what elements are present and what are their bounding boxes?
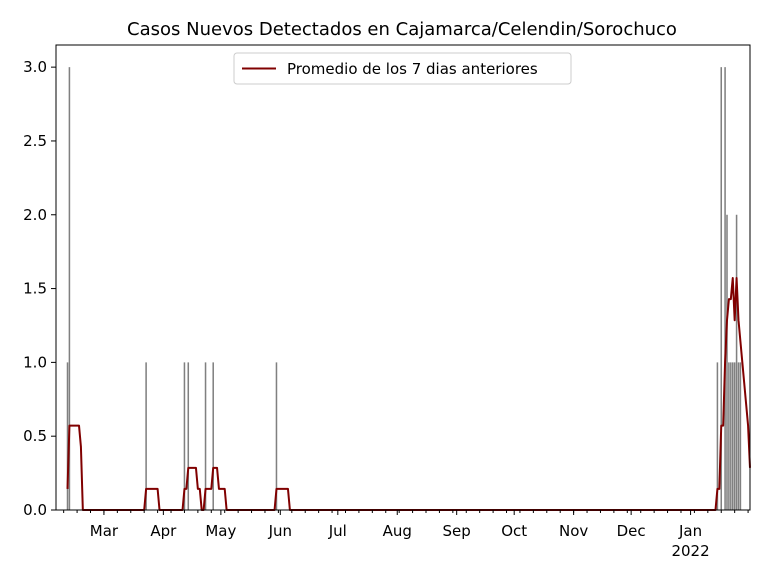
y-tick-label: 2.0 <box>23 206 47 224</box>
y-tick-label: 2.5 <box>23 132 47 150</box>
x-tick-label-dec: Dec <box>617 522 646 540</box>
x-tick-label-jul: Jul <box>328 522 347 540</box>
x-tick-label-jan: Jan <box>678 522 702 540</box>
bar-2022-01-20 <box>726 214 728 510</box>
y-axis: 0.0 0.5 1.0 1.5 2.0 2.5 3.0 <box>23 58 56 519</box>
x-tick-label-aug: Aug <box>383 522 412 540</box>
bar-2022-01-24 <box>733 362 736 510</box>
legend-box <box>233 52 572 85</box>
plot-frame <box>55 44 751 511</box>
bar-2021-05-30 <box>275 362 278 510</box>
bar-2022-01-25 <box>735 214 738 510</box>
y-tick-label: 0.0 <box>23 501 47 519</box>
bar-2022-01-23 <box>731 362 734 510</box>
x-tick-label-oct: Oct <box>501 522 527 540</box>
bar-2021-03-23 <box>145 362 147 510</box>
x-tick-label-nov: Nov <box>559 522 588 540</box>
y-tick-label: 3.0 <box>23 58 47 76</box>
bar-2021-02-10 <box>66 362 69 510</box>
bar-2021-04-23 <box>204 362 207 510</box>
daily-cases-bars <box>66 67 742 511</box>
x-year-label: 2022 <box>671 542 709 560</box>
y-tick-label: 1.0 <box>23 353 47 371</box>
x-tick-label-apr: Apr <box>150 522 177 540</box>
moving-average-line-group <box>66 277 751 511</box>
bar-2022-01-19 <box>724 67 726 511</box>
bar-2021-02-11 <box>68 67 71 511</box>
x-tick-label-sep: Sep <box>443 522 471 540</box>
bar-2021-04-12 <box>183 362 186 510</box>
legend: Promedio de los 7 dias anteriores <box>233 52 572 85</box>
y-tick-label: 0.5 <box>23 427 47 445</box>
bar-2021-04-14 <box>187 362 190 510</box>
x-axis: Mar Apr May Jun Jul Aug Sep Oct Nov Dec Jan 2022 <box>63 510 749 560</box>
moving-average-line <box>66 277 751 511</box>
y-tick-label: 1.5 <box>23 280 47 298</box>
bar-2021-04-27 <box>212 362 214 510</box>
x-tick-label-jun: Jun <box>268 522 292 540</box>
bar-2022-01-22 <box>730 362 732 510</box>
chart-title: Casos Nuevos Detectados en Cajamarca/Cel… <box>127 19 677 40</box>
bar-2022-01-15 <box>716 362 719 510</box>
bar-2022-01-27 <box>739 362 742 510</box>
bar-2022-01-17 <box>720 67 723 511</box>
bar-2022-01-26 <box>737 362 740 510</box>
x-tick-label-mar: Mar <box>90 522 119 540</box>
legend-entry-moving-average: Promedio de los 7 dias anteriores <box>287 60 538 78</box>
bar-2022-01-21 <box>728 362 730 510</box>
x-tick-label-may: May <box>205 522 236 540</box>
